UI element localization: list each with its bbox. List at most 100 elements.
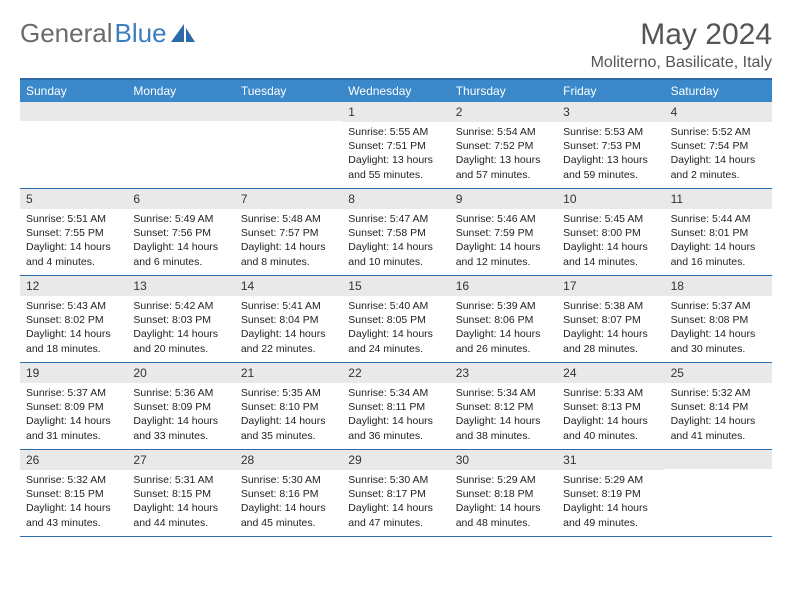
sunrise-text: Sunrise: 5:32 AM [26,473,121,487]
calendar-cell [665,450,772,536]
daylight-text: Daylight: 14 hours and 8 minutes. [241,240,336,268]
daylight-text: Daylight: 14 hours and 18 minutes. [26,327,121,355]
daylight-text: Daylight: 14 hours and 48 minutes. [456,501,551,529]
calendar-cell: 30Sunrise: 5:29 AMSunset: 8:18 PMDayligh… [450,450,557,536]
daylight-text: Daylight: 14 hours and 35 minutes. [241,414,336,442]
daylight-text: Daylight: 14 hours and 10 minutes. [348,240,443,268]
sunset-text: Sunset: 8:02 PM [26,313,121,327]
calendar-cell: 17Sunrise: 5:38 AMSunset: 8:07 PMDayligh… [557,276,664,362]
daylight-text: Daylight: 14 hours and 24 minutes. [348,327,443,355]
daylight-text: Daylight: 13 hours and 59 minutes. [563,153,658,181]
sunrise-text: Sunrise: 5:40 AM [348,299,443,313]
sunrise-text: Sunrise: 5:29 AM [563,473,658,487]
daylight-text: Daylight: 14 hours and 33 minutes. [133,414,228,442]
calendar-cell: 2Sunrise: 5:54 AMSunset: 7:52 PMDaylight… [450,102,557,188]
week-row: 1Sunrise: 5:55 AMSunset: 7:51 PMDaylight… [20,102,772,189]
day-number: 22 [342,363,449,383]
calendar-cell: 26Sunrise: 5:32 AMSunset: 8:15 PMDayligh… [20,450,127,536]
calendar-cell: 1Sunrise: 5:55 AMSunset: 7:51 PMDaylight… [342,102,449,188]
day-number: 2 [450,102,557,122]
day-number: 7 [235,189,342,209]
header: GeneralBlue May 2024 Moliterno, Basilica… [20,18,772,72]
daylight-text: Daylight: 14 hours and 4 minutes. [26,240,121,268]
calendar-cell: 9Sunrise: 5:46 AMSunset: 7:59 PMDaylight… [450,189,557,275]
sunset-text: Sunset: 8:18 PM [456,487,551,501]
sunset-text: Sunset: 7:58 PM [348,226,443,240]
calendar-cell: 21Sunrise: 5:35 AMSunset: 8:10 PMDayligh… [235,363,342,449]
sunset-text: Sunset: 8:11 PM [348,400,443,414]
sunset-text: Sunset: 8:12 PM [456,400,551,414]
sunset-text: Sunset: 8:03 PM [133,313,228,327]
cell-body: Sunrise: 5:29 AMSunset: 8:18 PMDaylight:… [450,470,557,536]
daylight-text: Daylight: 14 hours and 36 minutes. [348,414,443,442]
calendar-cell: 31Sunrise: 5:29 AMSunset: 8:19 PMDayligh… [557,450,664,536]
day-number: 25 [665,363,772,383]
day-number: 15 [342,276,449,296]
day-number: 3 [557,102,664,122]
day-number: 23 [450,363,557,383]
daylight-text: Daylight: 14 hours and 44 minutes. [133,501,228,529]
sunset-text: Sunset: 8:00 PM [563,226,658,240]
cell-body: Sunrise: 5:40 AMSunset: 8:05 PMDaylight:… [342,296,449,362]
calendar-cell: 14Sunrise: 5:41 AMSunset: 8:04 PMDayligh… [235,276,342,362]
cell-body: Sunrise: 5:37 AMSunset: 8:09 PMDaylight:… [20,383,127,449]
sunrise-text: Sunrise: 5:37 AM [671,299,766,313]
cell-body: Sunrise: 5:41 AMSunset: 8:04 PMDaylight:… [235,296,342,362]
daylight-text: Daylight: 13 hours and 57 minutes. [456,153,551,181]
day-number: 16 [450,276,557,296]
day-number: 1 [342,102,449,122]
sunset-text: Sunset: 7:54 PM [671,139,766,153]
empty-day [20,102,127,121]
daylight-text: Daylight: 14 hours and 31 minutes. [26,414,121,442]
sunrise-text: Sunrise: 5:35 AM [241,386,336,400]
sunset-text: Sunset: 7:57 PM [241,226,336,240]
logo: GeneralBlue [20,18,197,49]
calendar-cell: 7 Sunrise: 5:48 AMSunset: 7:57 PMDaylight… [235,189,342,275]
cell-body: Sunrise: 5:39 AMSunset: 8:06 PMDaylight:… [450,296,557,362]
sunrise-text: Sunrise: 5:46 AM [456,212,551,226]
day-number: 5 [20,189,127,209]
sunrise-text: Sunrise: 5:30 AM [348,473,443,487]
sunset-text: Sunset: 8:14 PM [671,400,766,414]
cell-body: Sunrise: 5:42 AMSunset: 8:03 PMDaylight:… [127,296,234,362]
daylight-text: Daylight: 14 hours and 47 minutes. [348,501,443,529]
sunset-text: Sunset: 8:16 PM [241,487,336,501]
daylight-text: Daylight: 14 hours and 38 minutes. [456,414,551,442]
sunrise-text: Sunrise: 5:42 AM [133,299,228,313]
calendar-cell: 15Sunrise: 5:40 AMSunset: 8:05 PMDayligh… [342,276,449,362]
sunrise-text: Sunrise: 5:30 AM [241,473,336,487]
sunset-text: Sunset: 7:56 PM [133,226,228,240]
weekday-thursday: Thursday [450,80,557,102]
cell-body: Sunrise: 5:34 AMSunset: 8:11 PMDaylight:… [342,383,449,449]
daylight-text: Daylight: 14 hours and 20 minutes. [133,327,228,355]
sunrise-text: Sunrise: 5:48 AM [241,212,336,226]
sunset-text: Sunset: 8:04 PM [241,313,336,327]
sunset-text: Sunset: 8:19 PM [563,487,658,501]
sunset-text: Sunset: 8:15 PM [133,487,228,501]
calendar-cell: 24Sunrise: 5:33 AMSunset: 8:13 PMDayligh… [557,363,664,449]
sunset-text: Sunset: 7:51 PM [348,139,443,153]
day-number: 24 [557,363,664,383]
calendar-cell: 11Sunrise: 5:44 AMSunset: 8:01 PMDayligh… [665,189,772,275]
sunrise-text: Sunrise: 5:55 AM [348,125,443,139]
cell-body: Sunrise: 5:32 AMSunset: 8:14 PMDaylight:… [665,383,772,449]
cell-body: Sunrise: 5:31 AMSunset: 8:15 PMDaylight:… [127,470,234,536]
cell-body: Sunrise: 5:37 AMSunset: 8:08 PMDaylight:… [665,296,772,362]
cell-body: Sunrise: 5:47 AMSunset: 7:58 PMDaylight:… [342,209,449,275]
calendar-cell [235,102,342,188]
cell-body: Sunrise: 5:55 AMSunset: 7:51 PMDaylight:… [342,122,449,188]
daylight-text: Daylight: 14 hours and 45 minutes. [241,501,336,529]
day-number: 12 [20,276,127,296]
sunrise-text: Sunrise: 5:34 AM [348,386,443,400]
weekday-sunday: Sunday [20,80,127,102]
weeks-container: 1Sunrise: 5:55 AMSunset: 7:51 PMDaylight… [20,102,772,537]
sunset-text: Sunset: 7:55 PM [26,226,121,240]
sunrise-text: Sunrise: 5:32 AM [671,386,766,400]
calendar-cell: 5Sunrise: 5:51 AMSunset: 7:55 PMDaylight… [20,189,127,275]
daylight-text: Daylight: 14 hours and 28 minutes. [563,327,658,355]
day-number: 29 [342,450,449,470]
logo-text-2: Blue [115,18,167,49]
day-number: 27 [127,450,234,470]
empty-day [127,102,234,121]
daylight-text: Daylight: 14 hours and 14 minutes. [563,240,658,268]
